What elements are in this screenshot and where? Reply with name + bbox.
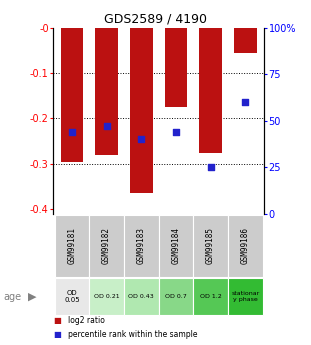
Bar [89,278,124,315]
Text: GDS2589 / 4190: GDS2589 / 4190 [104,12,207,25]
Text: OD 0.21: OD 0.21 [94,294,119,299]
Text: OD 0.43: OD 0.43 [128,294,154,299]
Text: ▶: ▶ [28,292,36,302]
Point [174,129,179,135]
Point [208,165,213,170]
Bar [165,28,187,107]
Text: age: age [3,292,21,302]
Bar [228,215,262,277]
Bar [61,28,83,162]
Point [69,129,74,135]
Text: GSM99181: GSM99181 [67,227,77,264]
Text: GSM99183: GSM99183 [137,227,146,264]
Bar [124,215,159,277]
Text: OD 1.2: OD 1.2 [200,294,221,299]
Bar [193,278,228,315]
Bar [228,278,262,315]
Bar [55,278,89,315]
Bar [193,215,228,277]
Bar [130,28,152,194]
Point [243,99,248,105]
Point [139,137,144,142]
Bar [199,28,222,152]
Text: log2 ratio: log2 ratio [68,316,105,325]
Bar [89,215,124,277]
Text: stationar
y phase: stationar y phase [231,291,259,302]
Bar [95,28,118,155]
Text: GSM99182: GSM99182 [102,227,111,264]
Text: percentile rank within the sample: percentile rank within the sample [68,330,198,339]
Point [104,124,109,129]
Bar [159,278,193,315]
Text: GSM99185: GSM99185 [206,227,215,264]
Text: GSM99186: GSM99186 [241,227,250,264]
Bar [55,215,89,277]
Text: ■: ■ [53,330,61,339]
Text: GSM99184: GSM99184 [171,227,180,264]
Text: OD 0.7: OD 0.7 [165,294,187,299]
Bar [159,215,193,277]
Text: ■: ■ [53,316,61,325]
Text: OD
0.05: OD 0.05 [64,290,80,303]
Bar [124,278,159,315]
Bar [234,28,257,52]
